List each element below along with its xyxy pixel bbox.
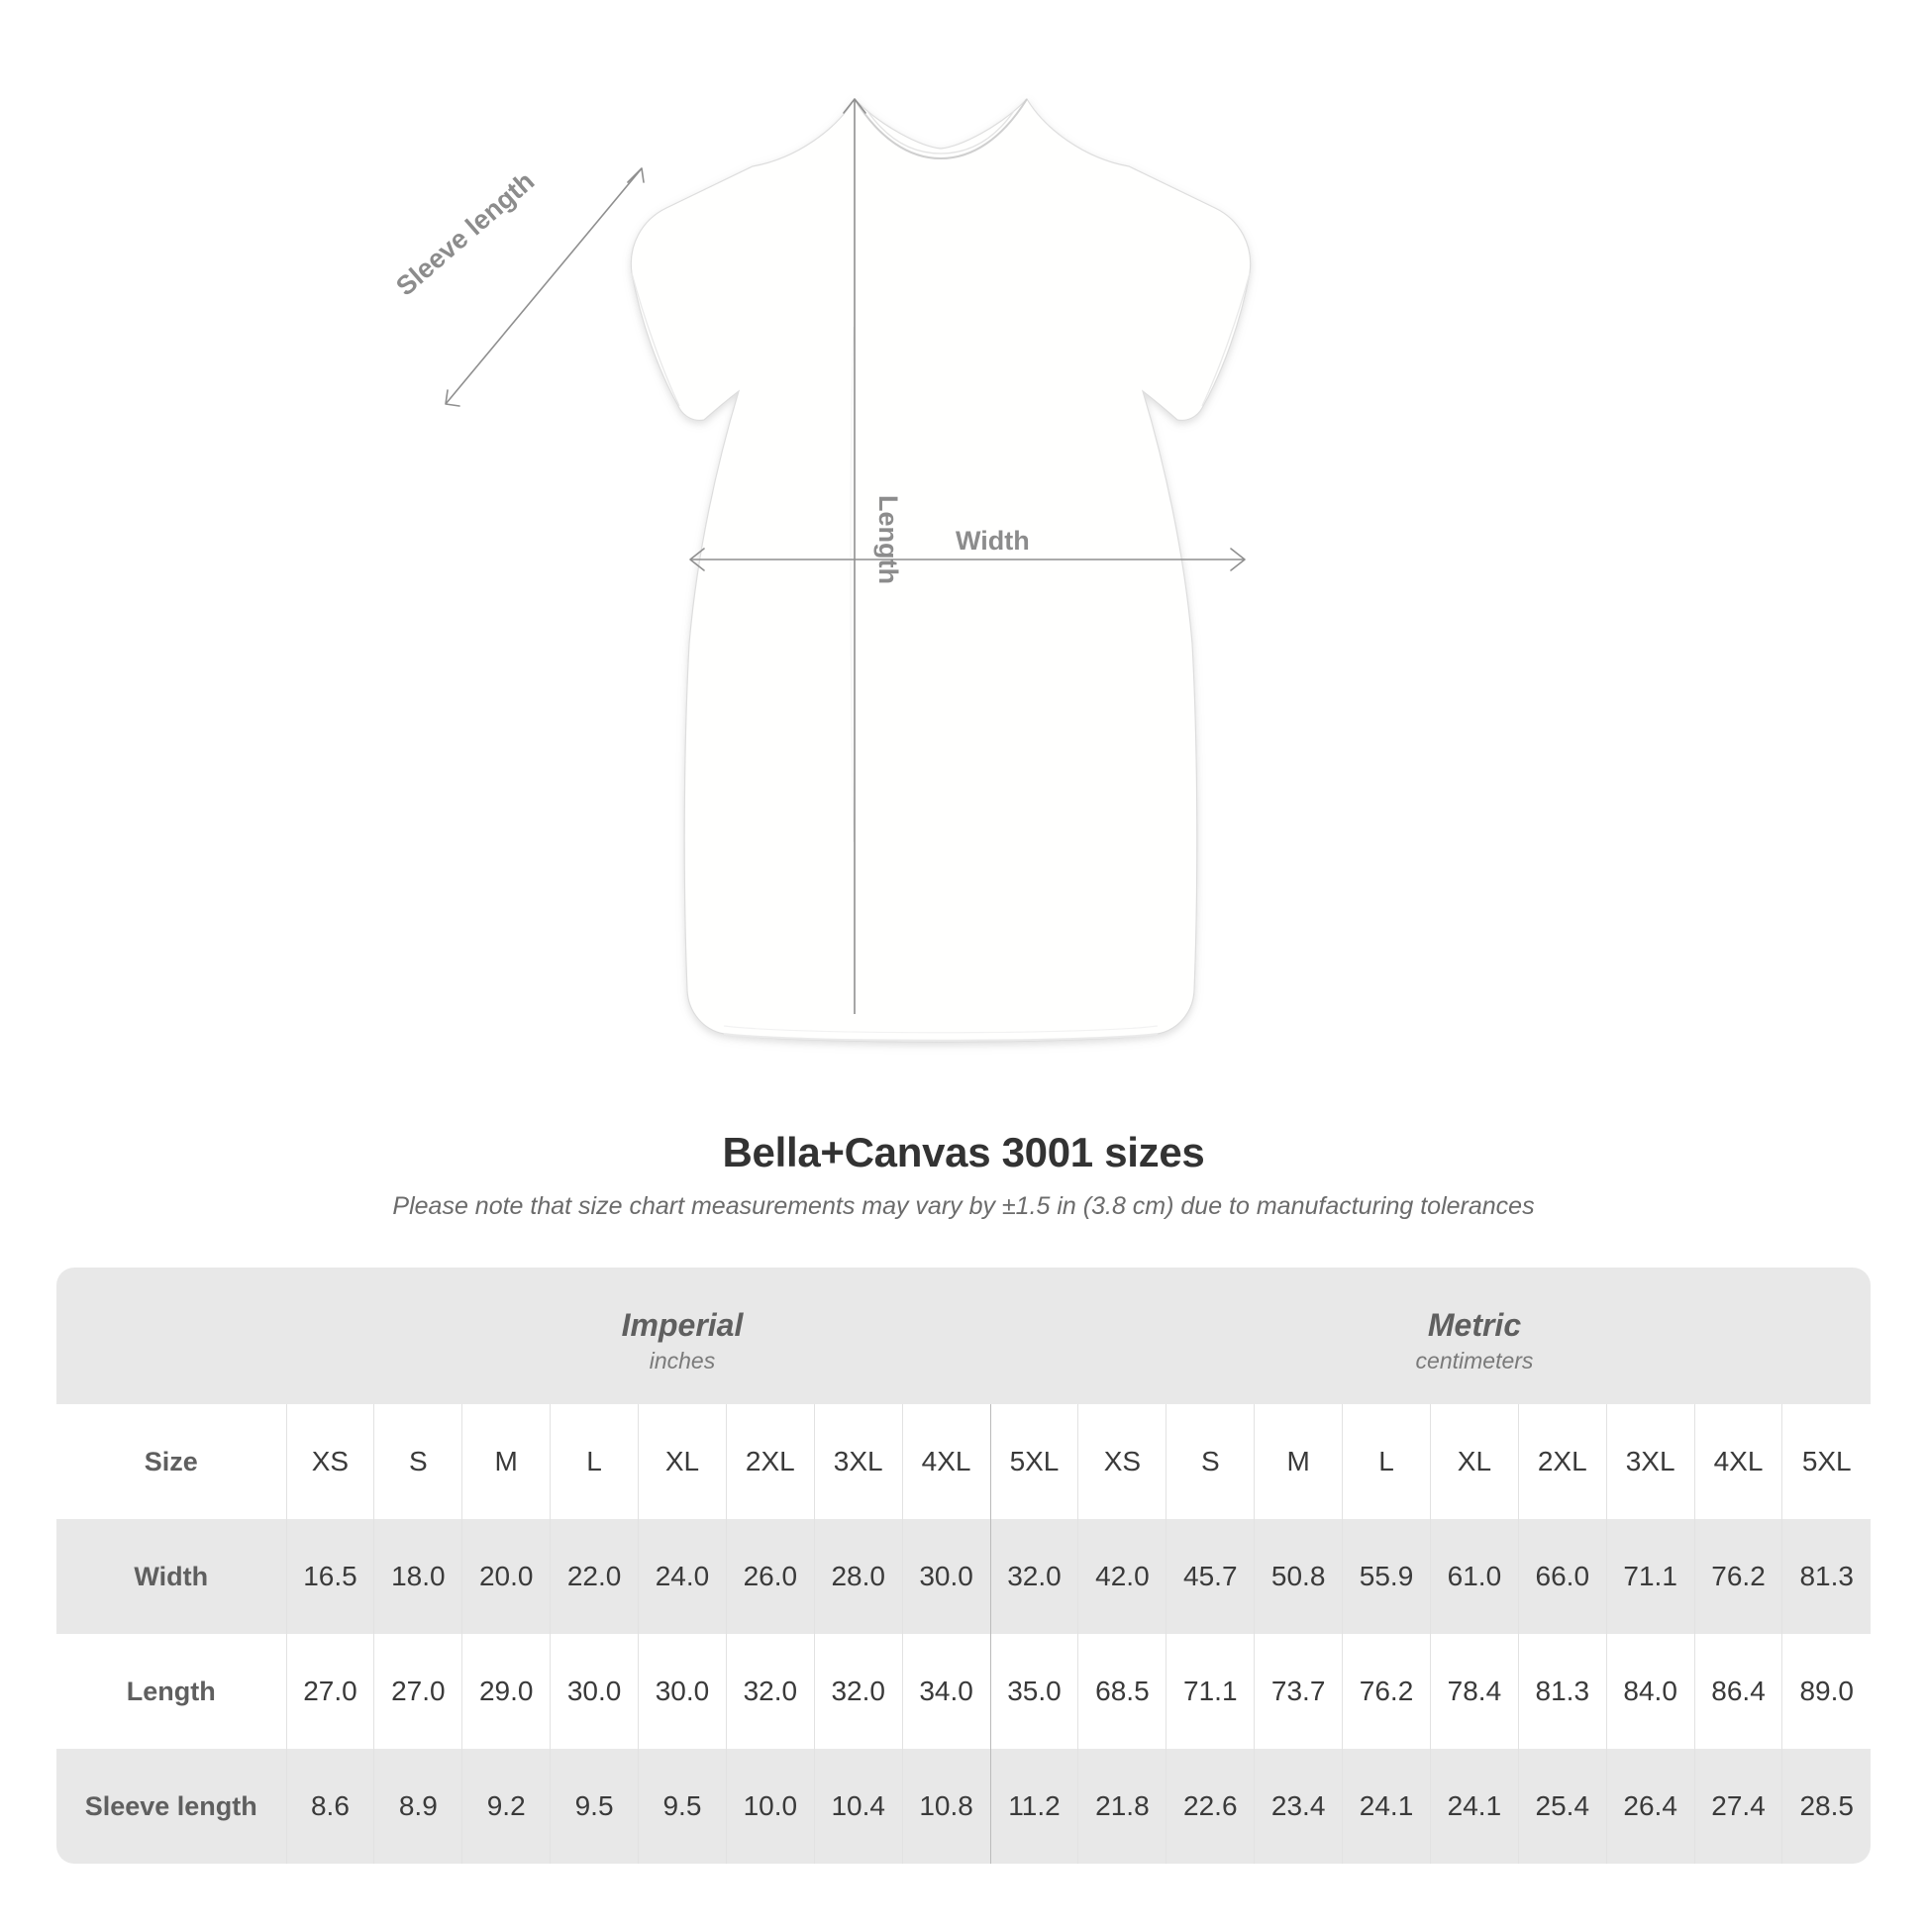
svg-text:Sleeve length: Sleeve length [390,166,540,302]
svg-text:Length: Length [873,495,903,584]
svg-text:Width: Width [956,526,1030,556]
